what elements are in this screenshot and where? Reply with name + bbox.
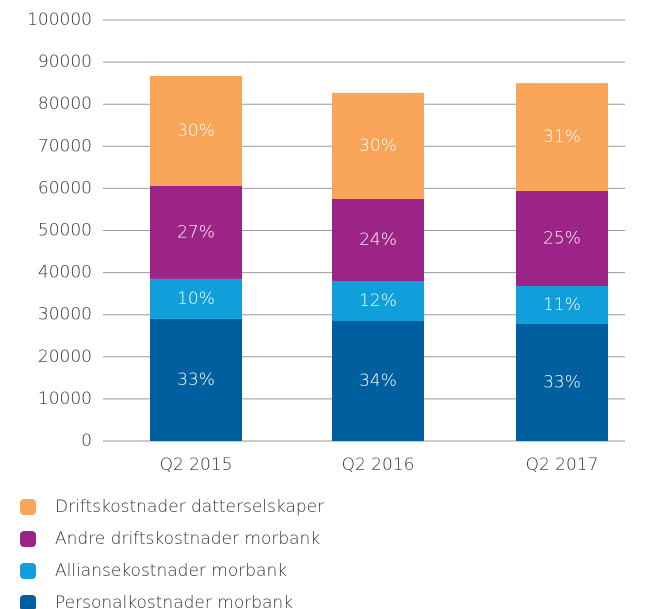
y-tick-label: 20000 — [38, 347, 92, 367]
bar-segment — [516, 83, 608, 191]
x-tick-label: Q2 2016 — [342, 455, 415, 475]
legend-label: Driftskostnader datterselskaper — [55, 497, 324, 517]
y-tick-label: 100000 — [27, 10, 92, 30]
y-tick-label: 80000 — [38, 94, 92, 114]
segment-label: 27% — [177, 222, 215, 242]
segment-label: 30% — [177, 121, 215, 141]
bar-segment — [150, 185, 242, 279]
legend-swatch — [20, 595, 36, 609]
segment-label: 33% — [177, 370, 215, 390]
y-tick-label: 60000 — [38, 178, 92, 198]
y-tick-label: 0 — [81, 431, 92, 451]
segment-label: 34% — [359, 371, 397, 391]
y-tick-label: 30000 — [38, 305, 92, 325]
segment-label: 11% — [543, 295, 581, 315]
segment-label: 24% — [359, 230, 397, 250]
segment-label: 25% — [543, 228, 581, 248]
bar-segment — [516, 190, 608, 287]
legend-swatch — [20, 499, 36, 515]
y-tick-label: 70000 — [38, 136, 92, 156]
y-tick-label: 90000 — [38, 52, 92, 72]
legend-label: Personalkostnader morbank — [55, 593, 293, 609]
y-tick-label: 50000 — [38, 221, 92, 241]
segment-label: 31% — [543, 127, 581, 147]
bar-segment — [150, 278, 242, 319]
legend-label: Andre driftskostnader morbank — [55, 529, 320, 549]
legend-swatch — [20, 563, 36, 579]
x-tick-label: Q2 2015 — [160, 455, 233, 475]
segment-label: 10% — [177, 289, 215, 309]
bar-segment — [332, 321, 424, 441]
bar-segment — [150, 75, 242, 186]
y-tick-label: 10000 — [38, 389, 92, 409]
bar-segment — [150, 318, 242, 441]
bar-segment — [516, 323, 608, 441]
bar-segment — [516, 286, 608, 324]
segment-label: 33% — [543, 372, 581, 392]
legend-label: Alliansekostnader morbank — [55, 561, 287, 581]
y-tick-label: 40000 — [38, 263, 92, 283]
bar-segment — [332, 92, 424, 199]
segment-label: 30% — [359, 136, 397, 156]
legend-swatch — [20, 531, 36, 547]
x-tick-label: Q2 2017 — [526, 455, 599, 475]
bar-segment — [332, 281, 424, 322]
bar-segment — [332, 198, 424, 282]
segment-label: 12% — [359, 291, 397, 311]
